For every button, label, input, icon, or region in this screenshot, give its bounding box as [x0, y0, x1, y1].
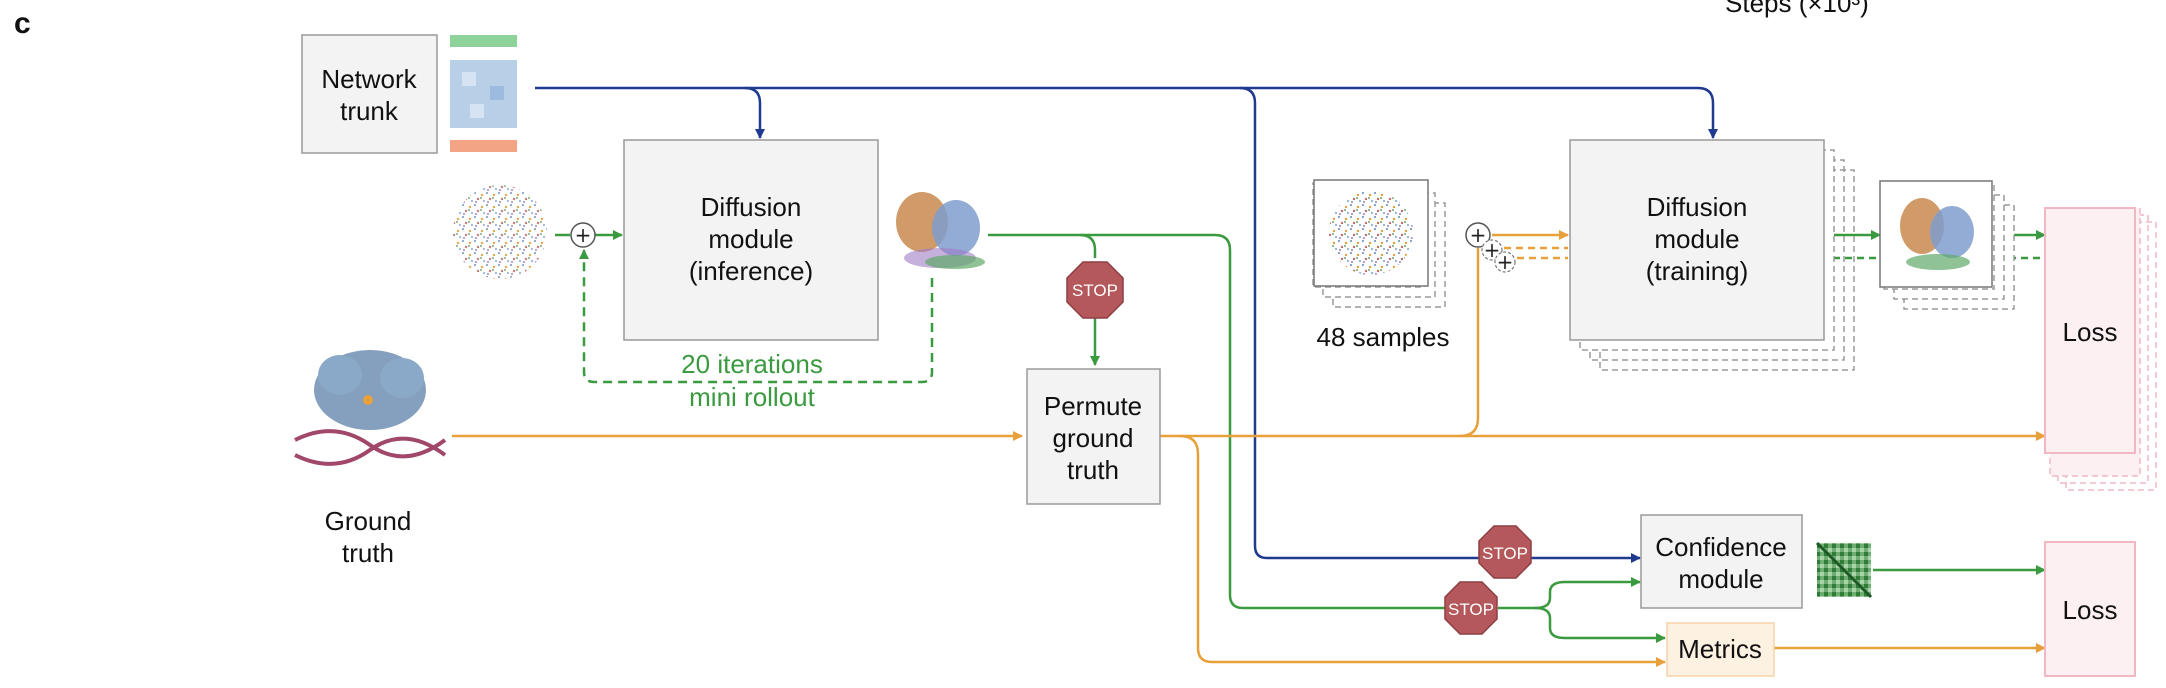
- stop-to-metrics-arrow: [1534, 606, 1666, 643]
- inference-to-permute-line: [988, 233, 1097, 258]
- confidence-line1: Confidence: [1655, 532, 1787, 562]
- stop-gradient-sign-2: STOP: [1478, 525, 1532, 579]
- diffusion-training-line1: Diffusion: [1647, 192, 1748, 222]
- add-noise-training-icon: + + +: [1465, 222, 1516, 274]
- predicted-structure-icon: [896, 192, 985, 269]
- stop-sign-2-text: STOP: [1482, 544, 1528, 563]
- loss-bottom-node: Loss: [2044, 541, 2136, 677]
- network-trunk-node: Network trunk: [301, 34, 438, 154]
- network-trunk-line1: Network: [321, 64, 417, 94]
- samples-to-training-dashed: [1492, 246, 1568, 260]
- loss-top-node: Loss: [2044, 207, 2157, 491]
- iterations-line1: 20 iterations: [681, 349, 823, 379]
- diffusion-inference-line1: Diffusion: [701, 192, 802, 222]
- ground-truth-line1: Ground: [325, 506, 412, 536]
- diffusion-inference-line2: module: [708, 224, 793, 254]
- noisy-samples-stack: [1312, 179, 1446, 308]
- permute-to-samples-line: [1459, 248, 1480, 438]
- stop-sign-3-text: STOP: [1448, 600, 1494, 619]
- trunk-to-training-arrow: [745, 86, 1718, 139]
- metrics-node: Metrics: [1666, 622, 1775, 677]
- samples-label: 48 samples: [1317, 322, 1450, 352]
- stop-sign-1-text: STOP: [1072, 281, 1118, 300]
- ground-truth-line2: truth: [342, 538, 394, 568]
- trunk-to-inference-arrow: [535, 86, 765, 139]
- training-predictions-stack: [1879, 180, 2015, 310]
- panel-label: c: [14, 7, 31, 40]
- confidence-module-node: Confidence module: [1640, 514, 1803, 609]
- stop-to-confidence-arrow: [1498, 577, 1641, 610]
- add-noise-training-plus-1: +: [1470, 223, 1487, 247]
- loss-bottom-label: Loss: [2063, 595, 2118, 625]
- add-noise-training-plus-2: +: [1484, 238, 1501, 262]
- diffusion-inference-line3: (inference): [689, 256, 813, 286]
- trunk-to-confidence-arrow: [1239, 86, 1641, 563]
- confidence-line2: module: [1678, 564, 1763, 594]
- network-trunk-line2: trunk: [340, 96, 399, 126]
- metrics-label: Metrics: [1678, 634, 1762, 664]
- permute-ground-truth-node: Permute ground truth: [1026, 368, 1161, 505]
- permute-to-metrics-arrow: [1179, 434, 1666, 667]
- diffusion-training-line3: (training): [1646, 256, 1749, 286]
- ground-truth-structure-icon: [294, 350, 447, 466]
- diffusion-inference-node: Diffusion module (inference): [623, 139, 879, 341]
- permute-line3: truth: [1067, 455, 1119, 485]
- trunk-embedding-icon: [450, 35, 517, 152]
- diffusion-training-node: Diffusion module (training): [1569, 139, 1855, 371]
- confidence-heatmap-icon: [1815, 541, 1873, 599]
- add-noise-training-plus-3: +: [1497, 250, 1514, 274]
- noise-cloud-icon: [453, 185, 547, 279]
- trunk-connections: [535, 86, 1718, 563]
- add-noise-plus: +: [575, 223, 592, 247]
- diffusion-training-line2: module: [1654, 224, 1739, 254]
- permute-line1: Permute: [1044, 391, 1142, 421]
- inference-to-confidence-line: [1080, 233, 1445, 610]
- add-noise-node-icon: +: [570, 222, 596, 248]
- stop-gradient-sign-3: STOP: [1444, 581, 1498, 635]
- ground-truth-connections: [452, 230, 2046, 667]
- top-caption: Steps (×10³): [1725, 0, 1869, 18]
- stop-gradient-sign-1: STOP: [1066, 261, 1124, 319]
- iterations-line2: mini rollout: [689, 382, 815, 412]
- mini-rollout-loop: [579, 249, 934, 384]
- permute-line2: ground: [1053, 423, 1134, 453]
- loss-top-label: Loss: [2063, 317, 2118, 347]
